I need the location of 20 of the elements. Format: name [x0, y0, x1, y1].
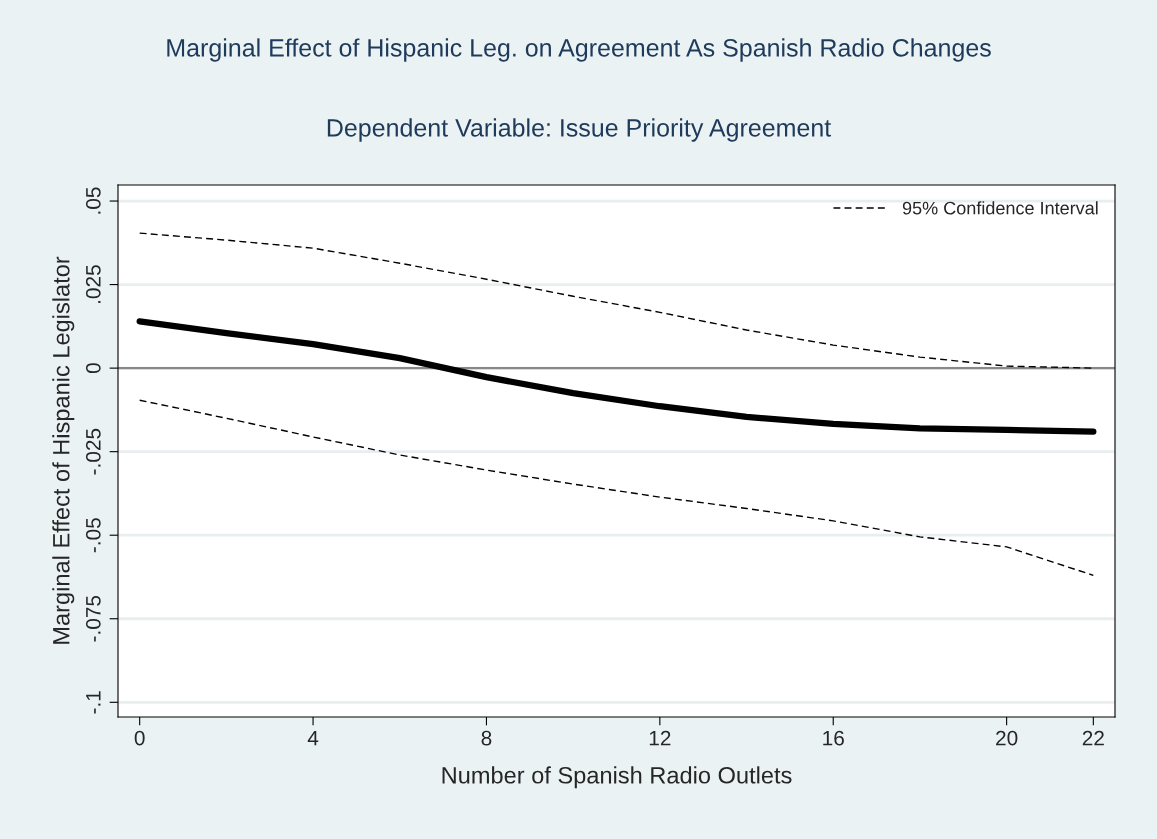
x-tick-label: 16: [823, 730, 844, 746]
x-tick-label: 8: [481, 730, 492, 746]
x-tick-label: 12: [649, 730, 671, 746]
y-tick-label: -.025: [85, 428, 101, 475]
y-tick-label: -.05: [85, 518, 101, 553]
chart-title: Marginal Effect of Hispanic Leg. on Agreement As Spanish Radio Changes: [167, 38, 991, 62]
y-tick-label: -.1: [86, 691, 101, 714]
y-tick-label: 0: [85, 363, 101, 374]
y-tick-label: -.075: [85, 595, 101, 642]
chart-subtitle: Dependent Variable: Issue Priority Agreement: [327, 118, 832, 142]
x-tick-label: 20: [996, 730, 1018, 746]
x-tick-label: 22: [1082, 730, 1104, 746]
x-axis-title: Number of Spanish Radio Outlets: [442, 766, 792, 789]
x-tick-label: 4: [307, 730, 319, 746]
y-tick-label: .05: [85, 187, 101, 214]
y-tick-label: .025: [85, 265, 101, 303]
x-tick-label: 0: [134, 730, 145, 746]
line-series: [138, 399, 1095, 577]
legend-label: 95% Confidence Interval: [902, 201, 1098, 215]
y-axis-title: Marginal Effect of Hispanic Legislator: [52, 256, 75, 644]
